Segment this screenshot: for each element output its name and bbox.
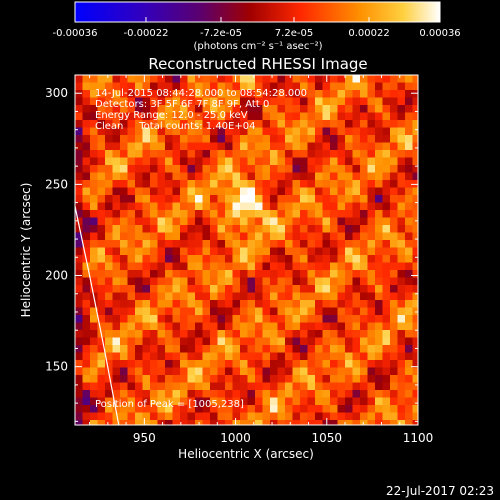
x-tick-label: 950 [133, 431, 156, 445]
colorbar-units: (photons cm⁻² s⁻¹ asec⁻²) [193, 41, 322, 52]
heatmap-image [75, 75, 418, 425]
footer-timestamp: 22-Jul-2017 02:23 [386, 484, 494, 498]
colorbar-tick-label: 0.00036 [419, 28, 460, 39]
annotation-time-range: 14-Jul-2015 08:44:28.000 to 08:54:28.000 [95, 88, 307, 99]
y-tick-label: 250 [45, 177, 68, 191]
y-tick-label: 300 [45, 86, 68, 100]
x-tick-label: 1050 [312, 431, 343, 445]
x-tick-label: 1000 [220, 431, 251, 445]
x-axis-label: Heliocentric X (arcsec) [178, 447, 314, 461]
y-axis-label: Heliocentric Y (arcsec) [19, 183, 33, 318]
colorbar-tick-label: -7.2e-05 [200, 28, 242, 39]
y-tick-label: 150 [45, 360, 68, 374]
annotation-clean-counts: Clean Total counts: 1.40E+04 [95, 121, 255, 132]
solar-limb-curve [75, 206, 120, 425]
colorbar [74, 1, 441, 23]
annotation-block: 14-Jul-2015 08:44:28.000 to 08:54:28.000… [95, 88, 307, 132]
colorbar-tick-label: -0.00036 [53, 28, 98, 39]
annotation-detectors: Detectors: 3F 5F 6F 7F 8F 9F, Att 0 [95, 99, 269, 110]
plot-frame [74, 74, 419, 426]
colorbar-ticks: -0.00036 -0.00022 -7.2e-05 7.2e-05 0.00022 0.… [53, 17, 461, 39]
colorbar-tick-label: 7.2e-05 [275, 28, 313, 39]
axis-ticks: 950 1000 1050 1100 150 200 250 300 [45, 74, 434, 445]
chart-title: Reconstructed RHESSI Image [148, 55, 367, 73]
y-tick-label: 200 [45, 269, 68, 283]
colorbar-tick-label: 0.00022 [348, 28, 389, 39]
x-tick-label: 1100 [403, 431, 434, 445]
peak-position-label: Position of Peak = [1005,238] [95, 399, 244, 410]
annotation-energy: Energy Range: 12.0 - 25.0 keV [95, 110, 248, 121]
colorbar-tick-label: -0.00022 [123, 28, 168, 39]
